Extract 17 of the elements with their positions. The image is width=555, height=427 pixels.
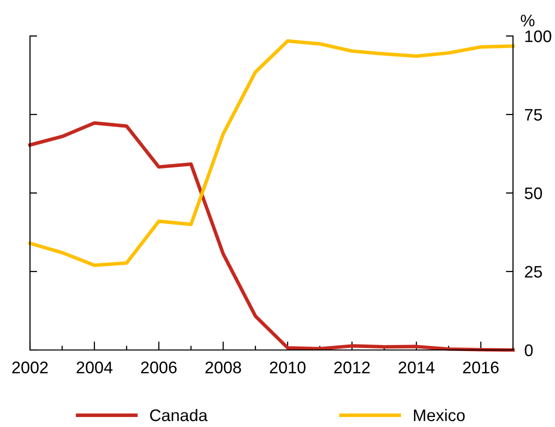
x-tick-label: 2006	[141, 362, 177, 374]
y-axis-title: %	[520, 14, 534, 26]
y-tick-label: 75	[524, 109, 542, 121]
legend-label: Mexico	[414, 408, 465, 422]
x-tick-label: 2016	[463, 362, 499, 374]
x-tick-label: 2014	[398, 362, 434, 374]
x-tick-label: 2002	[12, 362, 48, 374]
x-tick-label: 2010	[270, 362, 306, 374]
x-tick-label: 2004	[76, 362, 112, 374]
x-tick-label: 2012	[334, 362, 370, 374]
y-tick-label: 50	[524, 187, 542, 200]
y-tick-label: 25	[524, 266, 542, 278]
line-series	[28, 39, 515, 267]
y-tick-label: 0	[524, 344, 533, 356]
x-tick-label: 2008	[206, 362, 242, 374]
legend-label: Canada	[150, 408, 208, 422]
y-tick-label: 100	[525, 30, 552, 42]
